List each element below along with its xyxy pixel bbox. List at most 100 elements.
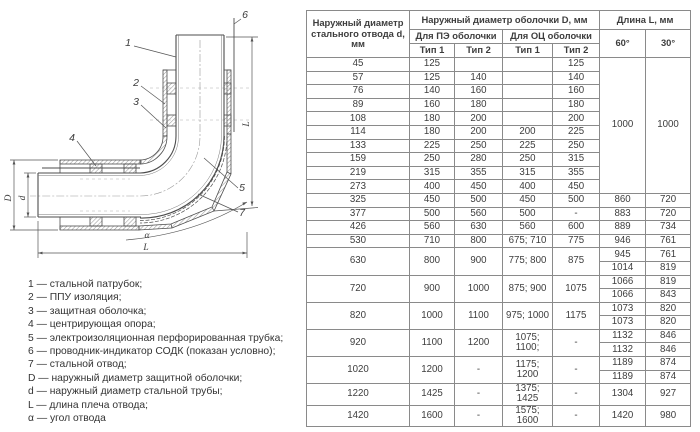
table-row: 108 180 200 200	[306, 111, 691, 126]
header-pe-shell: Для ПЭ оболочки	[409, 29, 503, 44]
table-cell: 180	[551, 97, 601, 113]
legend-item: 1 — стальной патрубок;	[28, 279, 143, 290]
callout-7: 7	[239, 207, 246, 219]
table-cell: 140	[551, 70, 601, 86]
legend-item: 4 — центрирующая опора;	[28, 319, 156, 331]
table-cell: -	[454, 356, 503, 385]
table-row: 57 125 140 140	[306, 70, 691, 86]
table-row: 530 710 800 675; 710 775 946 761	[306, 233, 692, 249]
table-cell: 946	[599, 233, 647, 249]
table-cell: 200	[454, 111, 503, 126]
table-cell: 450	[409, 192, 455, 208]
table-cell: 1304	[599, 383, 647, 406]
table-cell: 530	[306, 233, 410, 249]
dim-label-L-vertical: L	[242, 121, 252, 127]
spec-table-pane: Наружный диаметр стального отвода d, мм …	[306, 10, 692, 428]
spec-table-body: 45 125 125 1000 1000 57 125 140 140 76 140 160 160 89…	[306, 57, 692, 428]
table-cell: 1200	[409, 356, 455, 385]
table-cell: 874	[645, 356, 692, 371]
table-cell: 874	[645, 369, 692, 385]
legend-item: α — угол отвода	[28, 413, 106, 425]
table-cell	[502, 111, 553, 126]
table-cell: 1189	[599, 356, 647, 371]
table-cell: 560	[454, 206, 503, 222]
table-cell: 1000	[454, 274, 503, 303]
table-cell: 140	[409, 84, 455, 99]
table-cell: 980	[645, 404, 692, 428]
table-cell: 225	[502, 138, 553, 154]
table-cell: 1220	[306, 383, 410, 406]
table-cell: 800	[409, 247, 455, 276]
header-oc-type2: Тип 2	[551, 43, 601, 58]
table-cell: 315	[551, 152, 601, 167]
table-cell: -	[551, 383, 601, 406]
table-cell: 280	[454, 152, 503, 167]
table-cell: 200	[551, 111, 601, 126]
table-cell: -	[454, 404, 503, 428]
table-cell: 710	[409, 233, 455, 249]
table-row: 1420 1600-1575; 1600-1420 980	[306, 404, 692, 428]
dimension-lines	[10, 36, 259, 258]
legend: 1 — стальной патрубок; 2 — ППУ изоляция;…	[28, 278, 304, 425]
table-cell: 160	[454, 84, 503, 99]
header-oc-type1: Тип 1	[502, 43, 553, 58]
table-cell: 159	[306, 152, 410, 167]
table-cell: 133	[306, 138, 410, 154]
table-row: 1132 846	[307, 342, 692, 358]
table-cell: 775; 800	[502, 247, 553, 276]
table-cell: 875; 900	[502, 274, 553, 303]
callout-labels: 1 2 3 4 5 6 7 D d L L α	[4, 9, 252, 253]
table-row: 1073 820	[307, 315, 692, 330]
table-cell: 820	[645, 301, 692, 317]
table-cell: 889	[599, 220, 647, 235]
table-cell: 57	[306, 70, 410, 86]
table-cell: 846	[645, 342, 692, 358]
header-pe-type1: Тип 1	[409, 43, 455, 58]
table-cell: 1066	[599, 288, 647, 303]
table-cell: 426	[306, 220, 410, 235]
callout-1: 1	[125, 37, 131, 49]
table-cell: 1075	[551, 274, 601, 303]
centering-supports	[89, 82, 232, 227]
spec-table-header: Наружный диаметр стального отвода d, мм …	[306, 10, 692, 58]
table-cell: 1375; 1425	[502, 383, 553, 406]
table-cell: 630	[454, 220, 503, 235]
table-cell: 761	[645, 233, 692, 249]
elbow-drawing: 1 2 3 4 5 6 7 D d L L α	[4, 9, 259, 258]
table-cell: 1000	[599, 57, 647, 194]
table-cell: 377	[306, 206, 410, 222]
table-cell: 560	[409, 220, 455, 235]
table-row: 325 450 500 450 500 860 720	[306, 192, 692, 208]
table-cell: 920	[306, 328, 410, 358]
legend-item: d — наружный диаметр стальной трубы;	[28, 386, 223, 398]
header-angle-60: 60°	[599, 29, 647, 58]
table-cell: 125	[409, 70, 455, 86]
header-oc-shell: Для ОЦ оболочки	[501, 29, 601, 44]
table-cell: 1100	[454, 301, 503, 330]
table-cell: 450	[454, 179, 503, 194]
table-cell: 1000	[645, 57, 692, 194]
table-cell: 219	[306, 165, 410, 181]
table-cell: 114	[306, 124, 410, 140]
table-cell: 1575; 1600	[502, 404, 553, 428]
table-cell: 945	[599, 247, 647, 262]
table-cell: 560	[502, 220, 553, 235]
dimension-arrows	[12, 37, 254, 255]
table-cell: 1175; 1200	[502, 356, 553, 385]
callout-5: 5	[239, 182, 245, 194]
table-cell: -	[454, 383, 503, 406]
table-cell: 1189	[599, 369, 647, 385]
steel-pipe-inner-wall	[38, 35, 222, 215]
table-row: 426 560 630 560 600 889 734	[306, 220, 692, 235]
table-row: 1189 874	[307, 369, 692, 385]
table-row: 1220 1425-1375; 1425-1304 927	[306, 383, 692, 406]
angle-label: α	[145, 231, 151, 241]
header-shell-diameter-group: Наружный диаметр оболочки D, мм	[408, 10, 601, 30]
table-cell: -	[551, 356, 601, 385]
table-row: 89 160 180 180	[306, 97, 691, 113]
callout-3: 3	[133, 96, 139, 108]
legend-item: D — наружный диаметр защитной оболочки;	[28, 372, 243, 384]
table-cell: 720	[306, 274, 410, 303]
table-cell: 250	[551, 138, 601, 154]
